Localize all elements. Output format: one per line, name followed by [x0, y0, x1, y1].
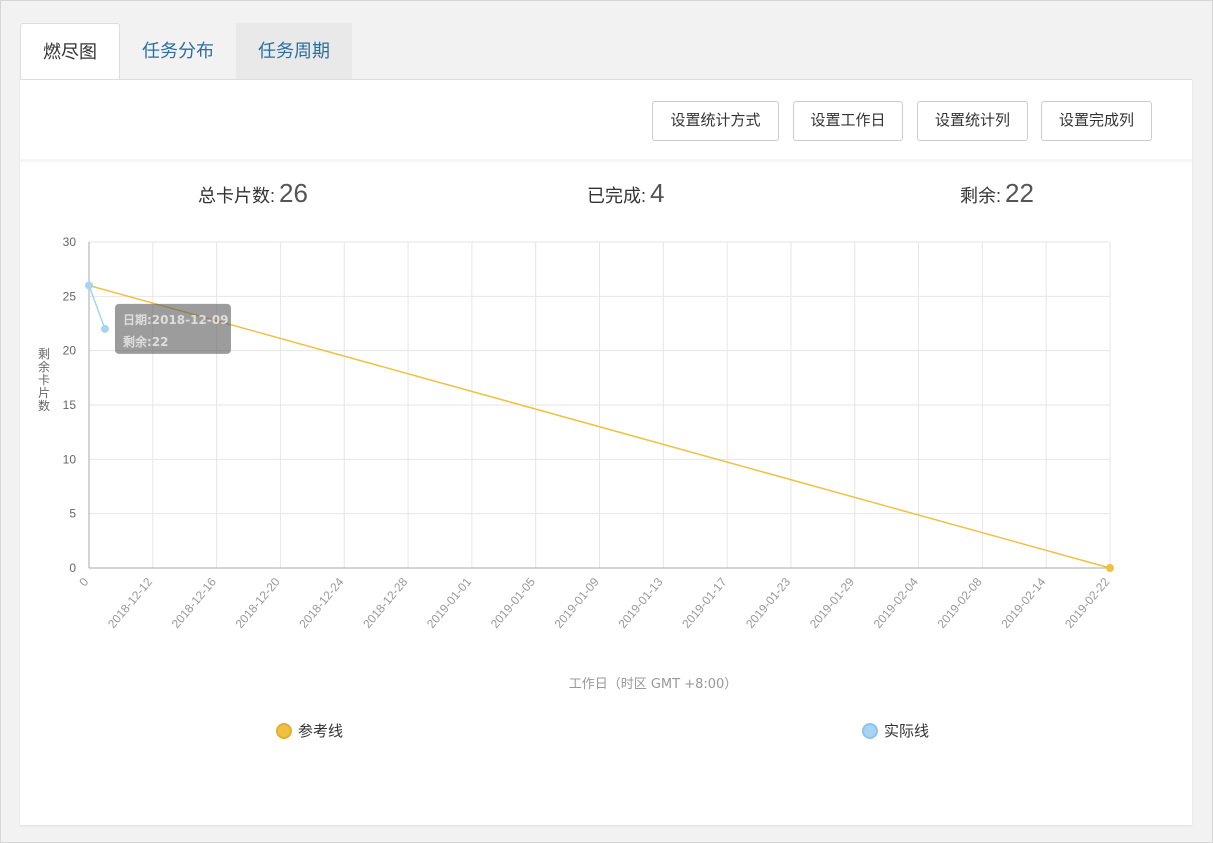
- tab-bar: 燃尽图 任务分布 任务周期: [20, 23, 352, 80]
- reference-line: [88, 284, 1111, 569]
- y-axis-label: 片: [38, 386, 50, 400]
- actual-point: [85, 281, 93, 290]
- x-tick-label: 2018-12-12: [105, 575, 155, 631]
- x-tick-label: 2019-01-13: [615, 575, 665, 631]
- y-tick-label: 5: [69, 507, 76, 521]
- x-tick-label: 2018-12-24: [296, 575, 346, 631]
- y-tick-label: 30: [63, 235, 77, 249]
- x-tick-label: 2019-01-17: [679, 575, 729, 631]
- y-tick-label: 10: [63, 452, 77, 466]
- x-tick-label: 2019-02-14: [998, 575, 1048, 631]
- done-stat: 已完成: 4: [587, 178, 664, 209]
- total-cards-value: 26: [279, 178, 308, 208]
- total-cards-label: 总卡片数:: [198, 186, 276, 206]
- x-tick-label: 2019-02-08: [934, 575, 984, 631]
- x-tick-label: 0: [76, 575, 91, 589]
- y-tick-label: 15: [63, 398, 77, 412]
- reference-legend-dot: [276, 722, 292, 739]
- set-stat-columns-button[interactable]: 设置统计列: [917, 101, 1028, 141]
- tab-burndown[interactable]: 燃尽图: [20, 23, 120, 80]
- tooltip-date: 日期:2018-12-09: [123, 312, 229, 327]
- x-tick-label: 2018-12-28: [360, 575, 410, 631]
- burndown-panel: 设置统计方式 设置工作日 设置统计列 设置完成列 总卡片数: 26 已完成: 4 剩…: [20, 79, 1192, 825]
- x-tick-label: 2019-01-29: [807, 575, 857, 631]
- y-tick-label: 20: [63, 344, 77, 358]
- y-axis-label: 数: [38, 398, 50, 413]
- x-axis-label: 工作日（时区 GMT +8:00）: [569, 677, 738, 692]
- set-done-columns-button[interactable]: 设置完成列: [1041, 101, 1152, 141]
- burndown-chart: 0 5 10 15 20 25 30 0 2018-12-12 2018-12-16 2018-12…: [38, 235, 1114, 692]
- x-tick-label: 2019-01-05: [488, 575, 538, 631]
- actual-line: [88, 285, 106, 330]
- y-tick-label: 0: [69, 561, 76, 575]
- remaining-value: 22: [1005, 178, 1034, 208]
- reference-point: [1106, 564, 1114, 572]
- remaining-label: 剩余:: [960, 186, 1002, 206]
- legend-reference-label: 参考线: [298, 723, 344, 740]
- x-tick-label: 2018-12-20: [233, 575, 283, 631]
- legend-actual-label: 实际线: [884, 723, 930, 740]
- done-value: 4: [650, 178, 665, 208]
- x-tick-label: 2019-01-23: [743, 575, 793, 631]
- toolbar-divider: [20, 159, 1192, 162]
- y-axis-label: 剩: [38, 347, 50, 361]
- actual-point: [100, 324, 109, 333]
- legend-reference[interactable]: 参考线: [276, 720, 343, 741]
- y-tick-label: 25: [63, 289, 77, 303]
- tooltip-remaining: 剩余:22: [123, 334, 169, 349]
- legend-actual[interactable]: 实际线: [862, 720, 929, 741]
- tooltip-box: [114, 303, 231, 354]
- x-tick-label: 2018-12-16: [169, 575, 219, 631]
- x-tick-label: 2019-02-22: [1062, 575, 1112, 631]
- y-axis-label: 卡: [38, 373, 50, 387]
- y-axis-label: 余: [38, 359, 50, 374]
- tab-task-distribution[interactable]: 任务分布: [142, 41, 214, 61]
- done-label: 已完成:: [587, 186, 647, 206]
- total-cards-stat: 总卡片数: 26: [198, 178, 308, 209]
- remaining-stat: 剩余: 22: [960, 178, 1034, 209]
- x-tick-label: 2019-02-04: [871, 575, 921, 631]
- x-tick-label: 2019-01-01: [424, 575, 474, 631]
- actual-legend-dot: [862, 722, 878, 739]
- set-stat-method-button[interactable]: 设置统计方式: [652, 101, 779, 141]
- x-tick-label: 2019-01-09: [552, 575, 602, 631]
- set-workdays-button[interactable]: 设置工作日: [793, 101, 903, 141]
- tab-task-cycle[interactable]: 任务周期: [236, 23, 352, 79]
